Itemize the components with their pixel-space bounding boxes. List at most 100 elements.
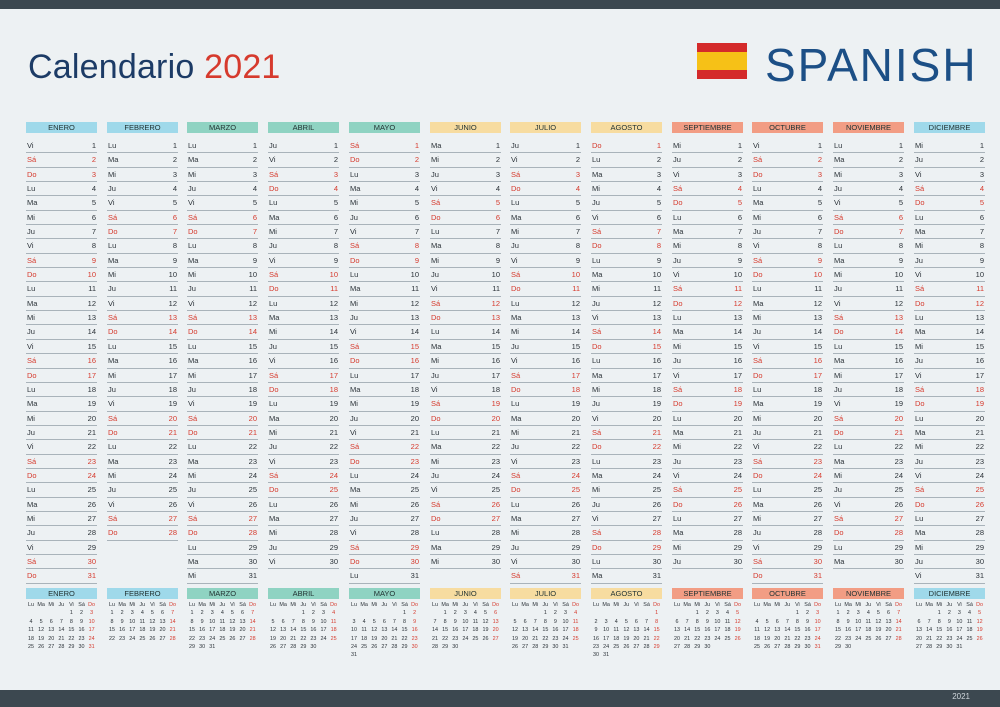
mini-day: 17 — [462, 627, 469, 634]
day-row: Lu 1 — [187, 139, 258, 154]
day-row: Lu 14 — [430, 325, 501, 340]
mini-day: 16 — [593, 635, 600, 642]
day-number: 20 — [491, 413, 500, 423]
day-row: Ju 6 — [349, 211, 420, 226]
weekday-label: Ma — [753, 399, 764, 409]
mini-day: 29 — [694, 643, 701, 650]
day-number: 3 — [252, 169, 257, 179]
weekday-label: Lu — [592, 356, 601, 366]
mini-month-header: JULIO — [510, 588, 581, 599]
day-row: Vi 23 — [510, 455, 581, 469]
mini-day: 4 — [473, 610, 477, 617]
weekday-label: Do — [592, 241, 602, 251]
day-row: Mi 7 — [510, 225, 581, 240]
mini-day: 2 — [846, 610, 850, 617]
mini-weekday: Do — [814, 602, 822, 608]
day-row: Sá 23 — [752, 455, 823, 469]
day-row: Sá 25 — [672, 483, 743, 498]
weekday-label: Do — [511, 284, 521, 294]
mini-day: 16 — [804, 627, 811, 634]
mini-month-header: DICIEMBRE — [914, 588, 985, 599]
day-row: Mi 8 — [672, 239, 743, 254]
mini-day: 22 — [794, 635, 801, 642]
mini-calendar: MAYO Lu Ma Mi Ju Vi Sá Do 1 2 3 4 5 6 7 8 9 10 11 12 13 14 15 1… — [349, 588, 420, 660]
mini-day: 7 — [251, 610, 255, 617]
mini-day: 18 — [724, 627, 731, 634]
weekday-label: Vi — [27, 442, 34, 452]
day-row: Ju 19 — [591, 397, 662, 412]
mini-day: 30 — [78, 643, 85, 650]
day-row: Lu 26 — [268, 498, 339, 512]
weekday-label: Lu — [188, 442, 197, 452]
mini-day: 9 — [413, 618, 417, 625]
day-number: 4 — [737, 184, 742, 194]
mini-day: 25 — [754, 643, 761, 650]
day-number: 21 — [652, 427, 661, 437]
day-number: 7 — [495, 227, 500, 237]
mini-day: 30 — [199, 643, 206, 650]
weekday-label: Mi — [673, 341, 681, 351]
day-row: Mi 10 — [187, 268, 258, 283]
day-number: 29 — [248, 542, 257, 552]
mini-grid: Lu Ma Mi Ju Vi Sá Do 1 2 3 4 5 6 7 8 9 10 11 12 13 14 15 16 17 1… — [591, 601, 662, 660]
weekday-label: Ju — [915, 155, 923, 165]
mini-weekday: Mi — [855, 602, 862, 608]
day-row: Mi 20 — [752, 412, 823, 426]
weekday-label: Do — [27, 470, 37, 480]
mini-weekday: Sá — [804, 602, 811, 608]
mini-day: 5 — [484, 610, 488, 617]
weekday-label: Mi — [431, 556, 439, 566]
day-number: 30 — [571, 556, 580, 566]
day-number: 1 — [737, 141, 742, 150]
weekday-label: Sá — [350, 341, 360, 351]
mini-day: 29 — [189, 643, 196, 650]
day-row: Ju 14 — [26, 325, 97, 340]
weekday-label: Sá — [753, 356, 763, 366]
day-row: Mi 7 — [268, 225, 339, 240]
mini-day: 7 — [897, 610, 901, 617]
day-row: Vi 26 — [833, 498, 904, 512]
mini-day: 7 — [433, 618, 437, 625]
day-row: Sá 24 — [268, 469, 339, 484]
weekday-label: Sá — [753, 155, 763, 165]
weekday-label: Ju — [511, 241, 519, 251]
day-number: 11 — [653, 284, 661, 294]
mini-day: 21 — [169, 627, 176, 634]
day-number: 3 — [979, 169, 984, 179]
day-number: 19 — [410, 399, 419, 409]
mini-day: 18 — [219, 627, 226, 634]
mini-weekday: Vi — [553, 602, 558, 608]
day-number: 20 — [733, 413, 742, 423]
mini-day: 25 — [613, 643, 620, 650]
day-row: Do 9 — [349, 254, 420, 269]
mini-day: 20 — [48, 635, 55, 642]
mini-day: 27 — [381, 643, 388, 650]
weekday-label: Do — [753, 370, 763, 380]
weekday-label: Ma — [592, 370, 603, 380]
day-row: Lu 24 — [349, 469, 420, 484]
mini-weekday: Ju — [219, 602, 226, 608]
day-number: 2 — [252, 155, 257, 165]
day-number: 21 — [571, 427, 580, 437]
mini-calendar: NOVIEMBRE Lu Ma Mi Ju Vi Sá Do 1 2 3 4 5 6 7 8 9 10 11 12 13… — [833, 588, 904, 651]
day-row: Lu 8 — [107, 239, 178, 254]
day-row: Ju 27 — [349, 512, 420, 527]
mini-day: 27 — [280, 643, 287, 650]
day-number: 18 — [894, 384, 903, 394]
mini-day: 11 — [361, 627, 367, 634]
mini-day: 2 — [453, 610, 457, 617]
day-row: Sá 20 — [187, 412, 258, 426]
weekday-label: Vi — [431, 284, 438, 294]
mini-calendar: AGOSTO Lu Ma Mi Ju Vi Sá Do 1 2 3 4 5 6 7 8 9 10 11 12 13 14 1… — [591, 588, 662, 660]
weekday-label: Mi — [511, 427, 519, 437]
day-row: Ju 25 — [833, 483, 904, 498]
mini-day: 16 — [845, 627, 852, 634]
weekday-label: Do — [188, 327, 198, 337]
weekday-label: Mi — [511, 327, 519, 337]
mini-month-header: OCTUBRE — [752, 588, 823, 599]
weekday-label: Ma — [350, 384, 361, 394]
weekday-label: Do — [592, 141, 602, 150]
title-text: Calendario — [28, 48, 195, 86]
mini-day: 10 — [603, 627, 610, 634]
